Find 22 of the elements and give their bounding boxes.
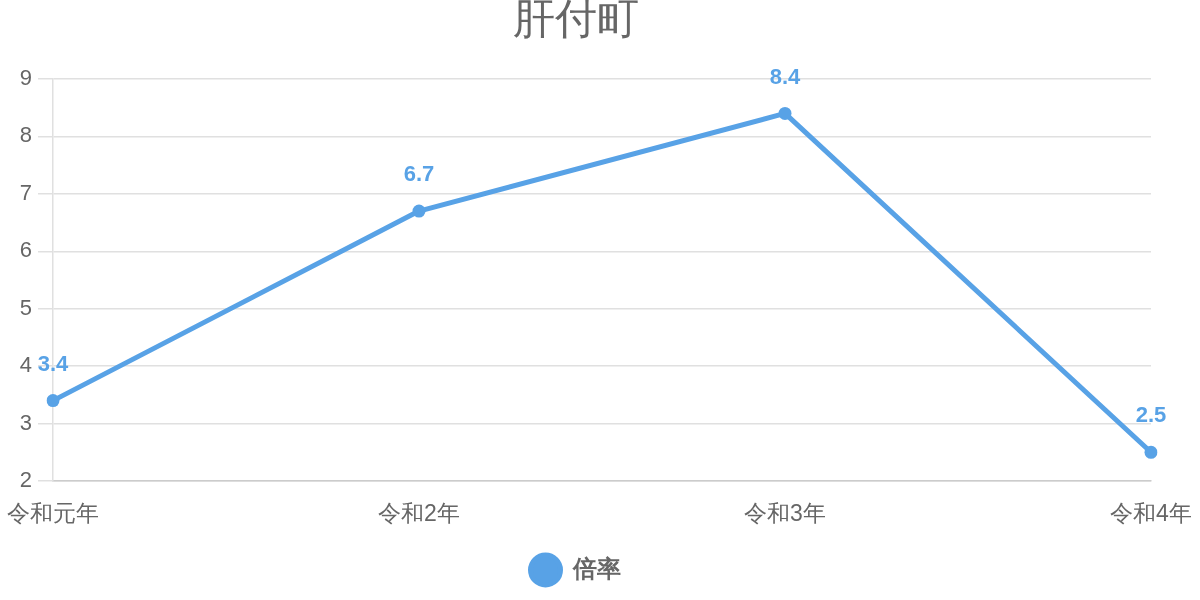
x-tick-label: 令和2年 bbox=[378, 500, 460, 527]
legend-label: 倍率 bbox=[571, 554, 621, 582]
x-tick-label: 令和3年 bbox=[744, 500, 826, 527]
point bbox=[46, 394, 60, 408]
y-tick-label: 7 bbox=[19, 179, 32, 205]
data-label: 6.7 bbox=[403, 161, 435, 187]
y-tick-label: 3 bbox=[19, 409, 32, 435]
y-tick-label: 8 bbox=[19, 122, 32, 148]
chart-title: 肝付町 bbox=[512, 0, 639, 42]
point bbox=[778, 106, 792, 120]
y-tick-label: 2 bbox=[19, 467, 32, 493]
y-tick-label: 5 bbox=[19, 294, 32, 320]
data-label: 8.4 bbox=[769, 63, 802, 89]
point bbox=[412, 204, 426, 218]
data-label: 2.5 bbox=[1135, 402, 1167, 428]
y-tick-label: 9 bbox=[19, 65, 32, 91]
point bbox=[1144, 445, 1158, 459]
y-tick-label: 6 bbox=[19, 237, 32, 263]
x-tick-label: 令和元年 bbox=[7, 500, 99, 527]
x-tick-label: 令和4年 bbox=[1110, 500, 1192, 527]
data-label: 3.4 bbox=[37, 350, 70, 376]
y-tick-label: 4 bbox=[19, 352, 32, 378]
